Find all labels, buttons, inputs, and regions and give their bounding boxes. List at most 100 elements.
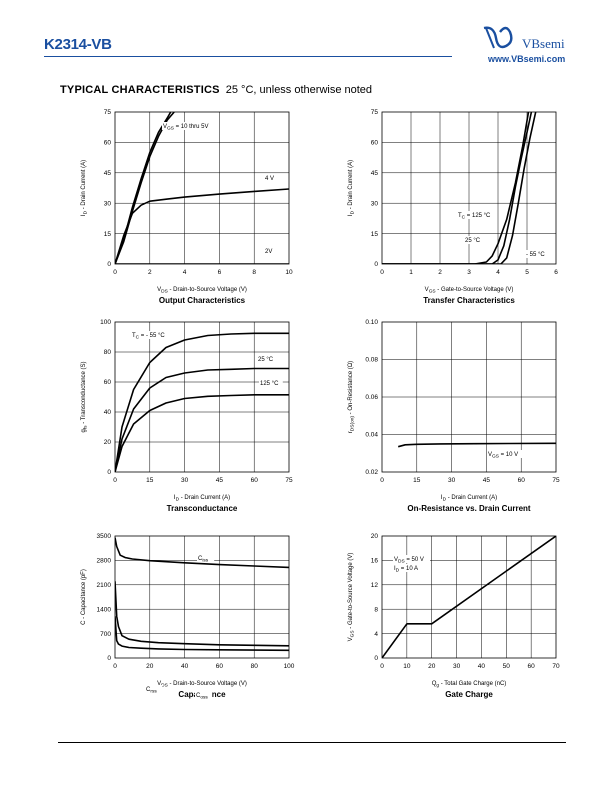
x-tick-label: 1 — [409, 269, 413, 276]
x-tick-label: 20 — [428, 663, 436, 670]
x-tick-label: 2 — [438, 269, 442, 276]
y-tick-label: 0.08 — [365, 357, 378, 364]
y-tick-label: 60 — [104, 140, 112, 147]
y-axis-label: gfs - Transconductance (S) — [81, 361, 89, 432]
x-tick-label: 60 — [528, 663, 536, 670]
annotation-bg — [131, 331, 175, 339]
x-axis-label: VGS - Gate-to-Source Voltage (V) — [425, 287, 514, 295]
section-title: TYPICAL CHARACTERISTICS — [60, 84, 220, 96]
x-axis-label: ID - Drain Current (A) — [174, 495, 230, 503]
annotation-bg — [487, 450, 524, 458]
series-line-0 — [115, 332, 289, 472]
x-axis-label: Qg - Total Gate Charge (nC) — [432, 681, 507, 689]
x-tick-label: 80 — [251, 663, 259, 670]
annotation-bg — [257, 355, 278, 363]
x-tick-label: 45 — [216, 477, 224, 484]
x-tick-label: 70 — [552, 663, 560, 670]
logo-brand: VBsemi — [522, 36, 565, 51]
x-tick-label: 3 — [467, 269, 471, 276]
y-tick-label: 20 — [104, 439, 112, 446]
annotation-label: 125 °C — [260, 381, 279, 387]
x-tick-label: 5 — [525, 269, 529, 276]
y-tick-label: 100 — [100, 319, 111, 326]
annotation-label: Ciss — [198, 556, 209, 564]
series-line-2 — [115, 616, 289, 652]
y-tick-label: 40 — [104, 409, 112, 416]
y-tick-label: 80 — [104, 349, 112, 356]
series-line-2 — [115, 394, 289, 472]
y-tick-label: 60 — [371, 140, 379, 147]
x-tick-label: 100 — [284, 663, 295, 670]
series-line-0 — [115, 537, 289, 569]
chart-rdson: 0 15 30 45 60 75 0.02 0.04 0.06 0.08 0.10 ID - Drai… — [348, 319, 560, 513]
y-tick-label: 1400 — [97, 606, 112, 613]
series-line-1 — [115, 112, 175, 264]
x-tick-label: 0 — [380, 663, 384, 670]
x-tick-label: 0 — [113, 477, 117, 484]
chart-title: Gate Charge — [445, 690, 493, 699]
annotation-bg — [197, 554, 215, 562]
y-tick-label: 0 — [107, 261, 111, 268]
y-tick-label: 30 — [104, 200, 112, 207]
annotation-label: 25 °C — [258, 357, 274, 363]
annotation-label: VGS = 10 V — [488, 452, 518, 460]
series-line-1 — [115, 367, 289, 472]
y-tick-label: 30 — [371, 200, 379, 207]
y-tick-label: 75 — [371, 109, 379, 116]
x-tick-label: 0 — [113, 663, 117, 670]
series-line-1 — [382, 112, 533, 264]
x-axis-label: VDS - Drain-to-Source Voltage (V) — [157, 681, 247, 689]
y-tick-label: 0 — [107, 469, 111, 476]
annotation-bg — [393, 564, 427, 572]
annotation-label: 25 °C — [465, 238, 481, 244]
x-tick-label: 0 — [380, 477, 384, 484]
plot-frame — [114, 321, 290, 473]
annotation-bg — [264, 174, 278, 182]
annotation-bg — [145, 685, 163, 693]
section-heading: TYPICAL CHARACTERISTICS 25 °C, unless ot… — [60, 84, 372, 96]
annotation-label: TC = - 55 °C — [132, 333, 165, 341]
y-tick-label: 0 — [107, 655, 111, 662]
footer-rule — [58, 742, 566, 743]
y-tick-label: 45 — [104, 170, 112, 177]
annotation-label: - 55 °C — [526, 252, 545, 258]
series-line-1 — [115, 581, 289, 647]
x-tick-label: 30 — [453, 663, 461, 670]
series-line-2 — [115, 188, 289, 264]
x-tick-label: 6 — [218, 269, 222, 276]
chart-title: On-Resistance vs. Drain Current — [407, 504, 530, 513]
y-tick-label: 60 — [104, 379, 112, 386]
x-tick-label: 30 — [448, 477, 456, 484]
y-tick-label: 0 — [374, 655, 378, 662]
y-tick-label: 12 — [371, 582, 379, 589]
x-tick-label: 4 — [496, 269, 500, 276]
annotation-bg — [195, 691, 213, 699]
x-tick-label: 10 — [403, 663, 411, 670]
x-tick-label: 8 — [252, 269, 256, 276]
x-tick-label: 6 — [554, 269, 558, 276]
chart-capacitance: 0 20 40 60 80 100 0 700 1400 2100 2800 3500 VDS - Dr… — [81, 533, 295, 700]
part-number: K2314-VB — [44, 36, 112, 53]
series-line-2 — [382, 112, 537, 264]
annotation-label: VGS = 10 thru 5V — [163, 124, 208, 132]
annotation-bg — [259, 379, 283, 387]
y-axis-label: C - Capacitance (pF) — [81, 569, 87, 625]
plot-frame — [114, 111, 290, 265]
series-line-0 — [382, 112, 530, 264]
annotation-label: VDS = 50 V — [394, 557, 424, 565]
y-tick-label: 8 — [374, 606, 378, 613]
x-tick-label: 75 — [552, 477, 560, 484]
annotation-label: Coss — [196, 693, 208, 701]
logo-url[interactable]: www.VBsemi.com — [488, 54, 566, 64]
x-tick-label: 75 — [285, 477, 293, 484]
y-axis-label: ID - Drain Current (A) — [81, 160, 89, 216]
x-axis-label: VDS - Drain-to-Source Voltage (V) — [157, 287, 247, 295]
y-tick-label: 0.06 — [365, 394, 378, 401]
chart-transconductance: 0 15 30 45 60 75 0 20 40 60 80 100 ID - Drain Curren… — [81, 319, 293, 513]
annotation-bg — [457, 211, 498, 219]
plot-frame — [381, 321, 557, 473]
annotation-label: 4 V — [265, 176, 274, 182]
y-tick-label: 4 — [374, 631, 378, 638]
